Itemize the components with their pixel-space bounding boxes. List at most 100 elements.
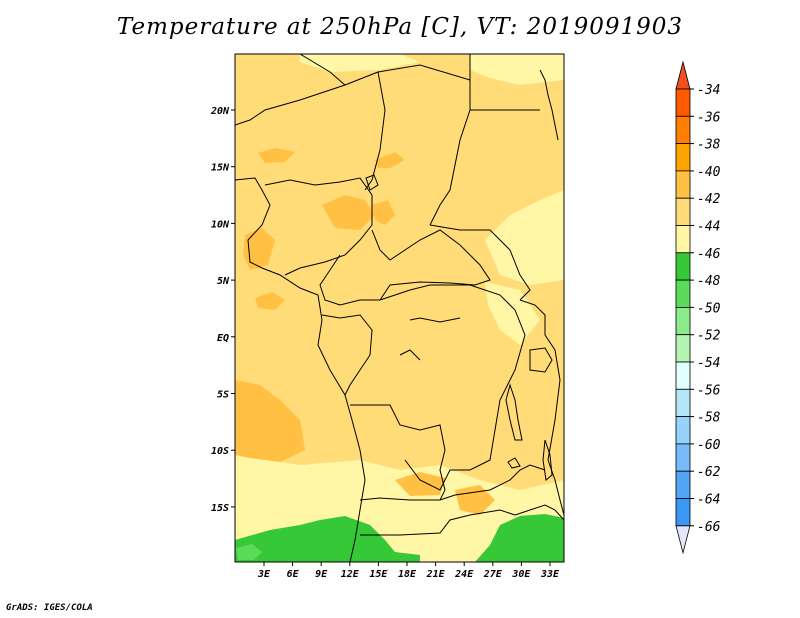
border-zimbabwe [514,504,564,521]
region-minus42-northeast [470,54,564,85]
region-minus42-north [300,54,420,72]
colorbar-segment [675,197,691,226]
border-zambia [439,464,546,501]
lon-label: 12E [341,569,360,580]
region-minus44-southeast [475,514,564,562]
map-frame [234,53,565,563]
region-minus40-patch3 [322,195,375,230]
border-nigeria [264,177,373,276]
colorbar-label: -36 [697,110,721,125]
colorbar: -34 -36 -38 -40 -42 -44 -46 -48 -50 -52 -54 -56 -58 -… [675,60,721,555]
colorbar-segment [675,225,691,254]
colorbar-label: -44 [697,220,720,235]
temperature-field [235,54,564,562]
region-minus44-south-patch [236,544,262,560]
country-boundaries [235,54,564,562]
lat-label: 20N [210,106,230,117]
colorbar-segment [675,498,691,527]
lon-label: 21E [426,569,446,580]
colorbar-label: -42 [697,192,721,207]
lon-label: 9E [315,569,328,580]
lon-label: 3E [257,569,271,580]
longitude-axis: 3E 6E 9E 12E 15E 18E 21E 24E 27E 30E 33E [257,562,560,580]
colorbar-label: -46 [697,247,721,262]
border-drc [379,284,526,491]
coast-mozambique [547,459,564,516]
region-minus40-patch5 [243,228,275,270]
colorbar-label: -60 [697,438,721,453]
colorbar-segment [675,416,691,445]
colorbar-segment [675,388,691,417]
border-angola [350,404,446,501]
colorbar-segment [675,361,691,390]
border-car [371,229,491,301]
lat-label: 15S [211,503,229,514]
lon-label: 6E [287,569,300,580]
colorbar-segment [675,306,691,336]
lat-label: 5N [217,276,230,287]
border-namibia-botswana [360,509,516,536]
border-libya-algeria-niger [235,54,346,126]
lat-label: 5S [217,390,229,401]
colorbar-label: -40 [697,165,721,180]
lon-label: 27E [483,569,503,580]
border-niger-chad [344,71,386,191]
lat-label: EQ [217,333,229,344]
region-minus40-patch6 [255,292,285,310]
lat-label: 10N [211,219,230,230]
colorbar-label: -38 [697,138,721,153]
colorbar-label: -56 [697,383,721,398]
border-south-sudan [429,224,531,301]
colorbar-label: -50 [697,301,721,316]
lake-tanganyika [505,383,523,441]
colorbar-segment [675,170,691,199]
colorbar-segment [675,88,691,117]
region-minus40-patch2 [375,152,405,168]
colorbar-label: -54 [697,356,720,371]
colorbar-label: -48 [697,274,721,289]
colorbar-label: -64 [697,493,720,508]
grads-credit: GrADS: IGES/COLA [6,603,93,613]
region-minus40-patch7 [395,472,445,496]
border-chad-sudan [377,64,471,226]
border-east-africa [519,299,561,461]
colorbar-label: -52 [697,329,721,344]
colorbar-segment [675,334,691,363]
colorbar-segment [675,115,691,145]
border-egypt-sudan [469,54,540,111]
colorbar-top-arrow [675,60,691,90]
colorbar-label: -62 [697,465,721,480]
region-minus44-southwest [235,516,420,562]
region-minus40-patch1 [258,148,295,163]
map-title: Temperature at 250hPa [C], VT: 201909190… [116,14,684,40]
colorbar-segment [675,279,691,308]
colorbar-segment [675,252,691,281]
river-congo-2 [399,349,421,361]
latitude-axis: 20N 15N 10N 5N EQ 5S 10S 15S [210,106,235,514]
region-minus42-east [485,190,564,285]
colorbar-bottom-arrow [675,525,691,555]
coastline-west-africa [235,177,366,562]
region-minus40-patch4 [372,200,395,225]
border-cameroon [319,254,380,306]
colorbar-label: -34 [697,83,720,98]
region-minus40-patch8 [455,485,495,515]
lon-label: 33E [540,569,560,580]
lake-victoria [529,347,553,373]
colorbar-label: -58 [697,411,721,426]
colorbar-segment [675,443,691,472]
region-minus40-patch9 [235,380,305,462]
lat-label: 10S [211,446,229,457]
colorbar-segment [675,470,691,499]
lon-label: 15E [369,569,388,580]
lat-label: 15N [211,163,230,174]
border-gabon-congo [321,314,373,396]
lon-label: 24E [454,569,474,580]
lake-kariba [507,457,521,469]
river-congo-1 [409,317,461,323]
border-red-sea [539,69,559,141]
lon-label: 18E [398,569,417,580]
lake-chad [365,174,379,191]
colorbar-segment [675,143,691,172]
colorbar-label: -66 [697,520,721,535]
